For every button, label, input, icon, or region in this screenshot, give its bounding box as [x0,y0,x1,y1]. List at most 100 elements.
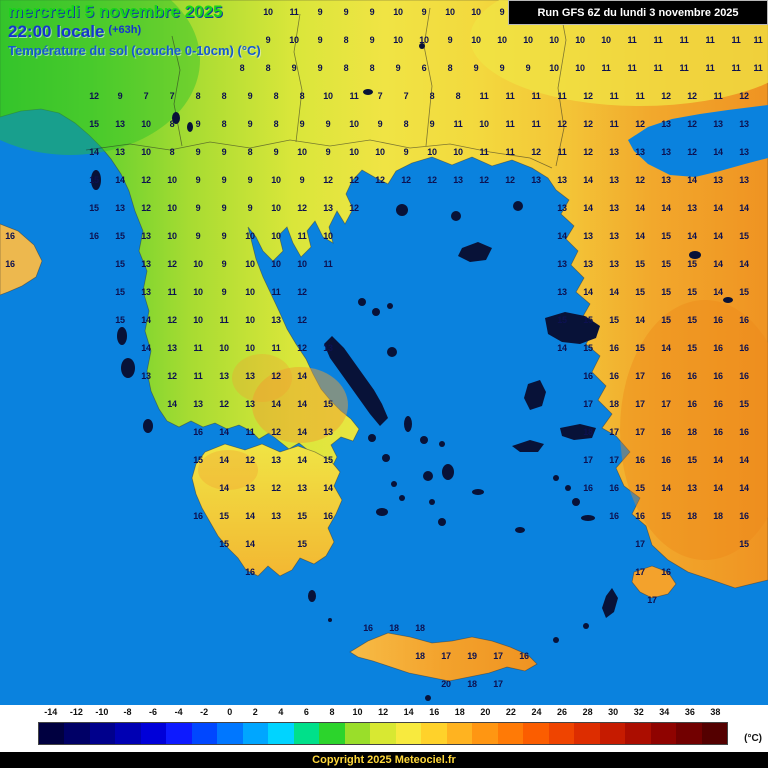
temp-value: 11 [531,119,541,129]
temp-value: 14 [661,483,671,493]
temp-value: 12 [687,119,697,129]
legend-tick: 26 [557,707,568,717]
temp-value: 11 [557,147,567,157]
temp-value: 6 [421,63,427,73]
legend-tick: 0 [227,707,233,717]
temp-value: 10 [271,231,281,241]
temp-value: 17 [493,679,503,689]
temp-value: 7 [377,91,383,101]
islands [91,43,733,701]
temp-value: 12 [297,287,307,297]
temp-value: 13 [557,203,567,213]
temp-value: 11 [453,119,463,129]
temp-value: 9 [265,35,271,45]
temp-value: 17 [583,455,593,465]
legend-color-cell [268,723,294,744]
temp-value: 11 [627,63,637,73]
legend-tick: 6 [303,707,309,717]
temp-value: 17 [635,567,645,577]
temp-value: 12 [375,175,385,185]
temp-value: 15 [687,259,697,269]
temp-value: 13 [245,483,255,493]
legend-tick: 20 [480,707,491,717]
legend-color-cell [472,723,498,744]
temp-value: 12 [531,147,541,157]
temp-value: 9 [499,63,505,73]
temp-value: 13 [687,483,697,493]
temp-value: 11 [627,35,637,45]
temp-value: 9 [499,7,505,17]
legend-color-cell [701,723,728,744]
temp-value: 10 [445,7,455,17]
temp-value: 10 [167,175,177,185]
temp-value: 9 [291,63,297,73]
temp-value: 11 [271,343,281,353]
temp-value: 13 [141,287,151,297]
temp-value: 13 [661,119,671,129]
temp-value: 11 [731,35,741,45]
temp-value: 18 [687,511,697,521]
temp-value: 14 [713,259,723,269]
temp-value: 14 [323,483,333,493]
temp-value: 12 [89,91,99,101]
temp-value: 10 [453,147,463,157]
temp-value: 14 [115,175,125,185]
temp-value: 10 [245,315,255,325]
temp-value: 10 [471,35,481,45]
temp-value: 16 [661,371,671,381]
temp-value: 13 [687,203,697,213]
temp-value: 16 [583,371,593,381]
temp-value: 10 [245,259,255,269]
temp-value: 13 [609,259,619,269]
temp-value: 13 [141,371,151,381]
temp-value: 11 [531,91,541,101]
temp-value: 12 [245,455,255,465]
temp-value: 12 [635,119,645,129]
map-area: 10 11 9 9 9 10 9 10 10 9 9 10 9 8 9 10 10 9 10 10 10 10 10 10 11… [0,0,768,705]
temp-value: 10 [245,231,255,241]
temp-value: 10 [297,147,307,157]
legend-ticks: -14 -12 -10 -8 -6 -4 -2 0 2 4 6 8 10 12 14 16 18 20 22 24 26… [38,707,728,720]
temp-value: 15 [297,511,307,521]
temp-value: 16 [635,455,645,465]
temp-value: 8 [247,147,253,157]
temp-value: 14 [713,231,723,241]
temp-value: 13 [713,175,723,185]
temp-value: 14 [557,343,567,353]
temp-value: 14 [687,175,697,185]
temp-value: 16 [713,371,723,381]
temp-value: 17 [635,371,645,381]
temp-value: 17 [635,539,645,549]
land-crete [349,632,538,682]
color-scale-legend: -14 -12 -10 -8 -6 -4 -2 0 2 4 6 8 10 12 14 16 18 20 22 24 26… [0,705,768,752]
legend-tick: 2 [252,707,258,717]
temp-value: 16 [5,231,15,241]
temp-value: 11 [479,91,489,101]
temp-value: 9 [377,119,383,129]
temp-value: 13 [297,483,307,493]
map-titles: mercredi 5 novembre 2025 22:00 locale (+6… [8,2,261,58]
temp-value: 16 [193,511,203,521]
temp-value: 9 [343,7,349,17]
temp-value: 14 [141,343,151,353]
temp-value: 8 [221,91,227,101]
temp-value: 15 [297,539,307,549]
temp-value: 17 [609,427,619,437]
temp-value: 10 [349,147,359,157]
temp-value: 14 [219,455,229,465]
temp-value: 14 [583,203,593,213]
land-balkans-anatolia [0,0,768,589]
temp-value: 9 [221,175,227,185]
temp-value: 10 [523,35,533,45]
temp-value: 13 [557,175,567,185]
temp-value: 10 [245,287,255,297]
temp-value: 10 [575,35,585,45]
temp-value: 18 [467,679,477,689]
temp-value: 12 [297,343,307,353]
temp-value: 16 [609,343,619,353]
temp-value: 9 [221,287,227,297]
temp-value: 11 [505,91,515,101]
temp-value: 16 [739,427,749,437]
temp-value: 11 [505,119,515,129]
